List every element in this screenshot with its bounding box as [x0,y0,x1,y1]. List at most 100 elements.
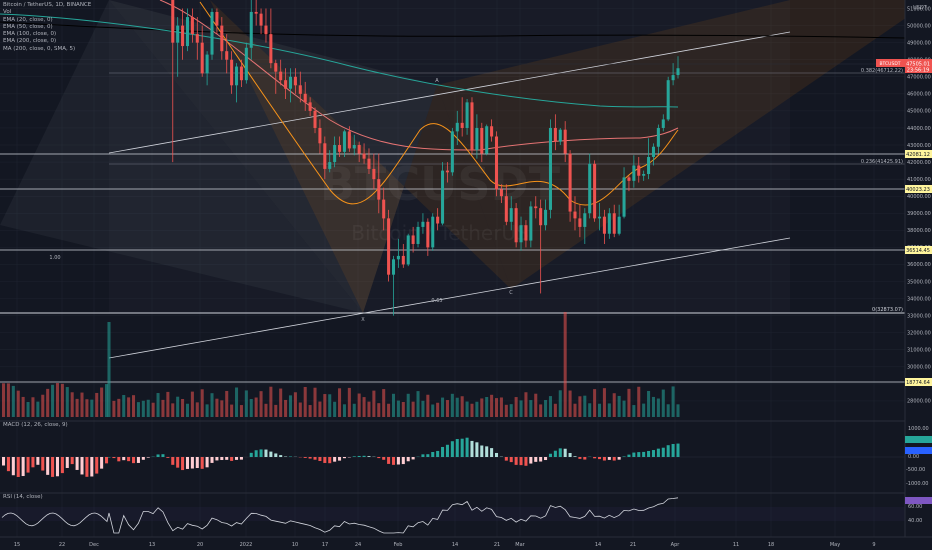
rsi-tick-60: 60.00 [908,504,922,510]
candle-body [185,17,190,47]
macd-bar [455,439,459,457]
candle-body [480,127,484,154]
candle-body [396,255,400,260]
volume-bar [642,403,646,417]
time-axis-ticks[interactable]: 15 22 Dec 13 20 2022 10 17 24 Feb 14 21 Mar 14 21 Apr 11… [14,542,876,548]
macd-bar [627,454,631,457]
volume-bar [328,394,332,417]
macd-bar [230,457,234,461]
last-symbol-text: BTCUSDT [879,61,900,67]
price-tick-label: 36000.00 [907,262,931,268]
macd-title[interactable]: MACD (12, 26, close, 9) [3,422,68,428]
legend-indicator-ema200[interactable]: EMA (200, close, 0) [3,38,57,45]
macd-bar [656,448,660,457]
volume-bar [210,393,214,417]
volume-bar [372,390,376,417]
volume-bar [200,389,204,417]
time-tick-label: Feb [394,542,403,548]
candle-body [436,216,440,224]
volume-bar [544,400,548,417]
candle-body [627,177,631,181]
candle-body [308,102,312,111]
volume-bar [151,402,155,417]
candle-body [387,218,391,275]
volume-bar [2,383,6,417]
macd-bar [318,457,322,462]
legend-indicator-ema100[interactable]: EMA (100, close, 0) [3,31,57,38]
legend-indicator-ma200[interactable]: MA (200, close, 0, SMA, 5) [3,45,76,52]
rsi-title[interactable]: RSI (14, close) [3,494,43,500]
macd-bar [651,450,655,457]
candle-body [225,51,229,60]
macd-bar [338,457,342,461]
macd-bar [539,457,543,462]
macd-bar [21,457,25,477]
macd-bar [431,451,435,457]
price-tick-label: 40000.00 [907,194,931,200]
rsi-line [1,497,679,534]
candle-body [264,25,268,35]
candle-body [338,145,342,152]
price-tick-label: 49000.00 [907,40,931,46]
candle-body [441,170,445,224]
legend-indicator-vol[interactable]: Vol [3,9,12,16]
volume-bar [269,386,273,417]
price-axis-ticks[interactable]: 51000.0050000.0049000.0048000.0047000.00… [907,6,931,404]
macd-bar [11,457,15,476]
candle-body [470,102,474,151]
macd-bar [597,457,602,460]
volume-bar [421,400,425,417]
macd-bar [377,457,381,459]
rsi-value-tag [905,497,932,504]
time-tick-label: 21 [630,542,636,548]
volume-bar [284,399,288,417]
macd-bar [41,457,45,471]
macd-bar [519,457,523,466]
volume-bar [195,402,199,417]
macd-bar [46,457,50,475]
last-symbol-tag [876,59,905,67]
candle-body [176,25,180,43]
symbol-legend[interactable]: Bitcoin / TetherUS, 1D, BINANCE Vol EMA … [3,2,91,53]
candle-body [647,156,651,175]
volume-bar [41,394,45,417]
volume-bar [288,395,293,417]
candle-body [539,208,543,226]
volume-bar [588,403,592,417]
macd-bar [602,457,606,461]
volume-bar [671,386,675,417]
volume-bar [254,397,258,417]
time-tick-label: 17 [322,542,328,548]
volume-bar [105,384,109,417]
candle-body [651,146,655,157]
macd-bar [406,457,410,462]
volume-bar [161,399,165,417]
volume-bar [593,389,597,417]
legend-symbol[interactable]: Bitcoin / TetherUS, 1D, BINANCE [3,2,92,8]
pattern-triangle-right [437,0,932,289]
candle-body [352,145,356,149]
volume-bar [455,397,459,417]
legend-indicator-ema20[interactable]: EMA (20, close, 0) [3,16,53,23]
macd-bar [166,457,170,458]
time-tick-label: 14 [595,542,601,548]
volume-bar [185,403,190,417]
volume-bar [436,402,440,417]
volume-bar [573,403,577,417]
candle-body [254,11,258,14]
volume-bar [357,393,361,417]
volume-bar [259,391,263,417]
price-tick-label: 41000.00 [907,177,931,183]
volume-bar [622,400,626,417]
candle-body [568,153,572,212]
volume-bar [70,392,74,417]
candle-body [303,93,307,103]
candle-body [544,209,548,226]
macd-bar [460,438,464,457]
time-tick-label: 9 [872,542,875,548]
volume-bar [190,391,194,417]
legend-indicator-ema50[interactable]: EMA (50, close, 0) [3,23,53,30]
candle-body [661,119,665,128]
volume-bar [51,384,55,417]
